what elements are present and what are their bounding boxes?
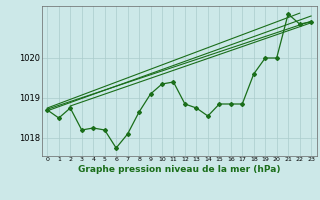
X-axis label: Graphe pression niveau de la mer (hPa): Graphe pression niveau de la mer (hPa) [78,165,280,174]
